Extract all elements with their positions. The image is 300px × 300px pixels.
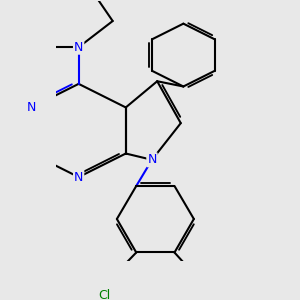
- Text: N: N: [74, 171, 83, 184]
- Text: Cl: Cl: [99, 290, 111, 300]
- Text: N: N: [147, 153, 157, 166]
- Text: N: N: [27, 101, 36, 114]
- Text: N: N: [74, 41, 83, 54]
